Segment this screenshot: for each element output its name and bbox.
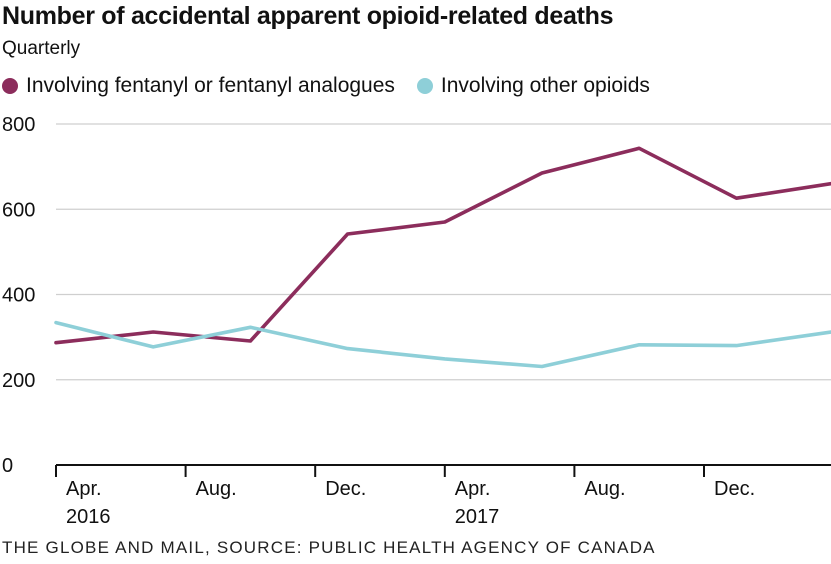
legend-label-fentanyl: Involving fentanyl or fentanyl analogues	[26, 74, 395, 97]
legend-item-fentanyl: Involving fentanyl or fentanyl analogues	[2, 74, 395, 98]
series-line-other-opioids	[54, 320, 831, 369]
x-tick-label-5: Dec.	[714, 478, 755, 500]
source-credit: THE GLOBE AND MAIL, SOURCE: PUBLIC HEALT…	[2, 538, 656, 557]
chart-title: Number of accidental apparent opioid-rel…	[2, 2, 614, 30]
y-tick-label-400: 400	[2, 285, 35, 307]
legend-label-other-opioids: Involving other opioids	[440, 74, 650, 97]
legend-item-other-opioids: Involving other opioids	[416, 74, 650, 98]
x-tick-year-3: 2017	[455, 506, 500, 528]
legend-swatch-fentanyl	[2, 78, 18, 94]
legend: Involving fentanyl or fentanyl analogues…	[2, 74, 672, 98]
chart-subtitle: Quarterly	[2, 38, 81, 59]
y-tick-label-200: 200	[2, 370, 35, 392]
y-tick-label-800: 800	[2, 114, 35, 136]
x-tick-label-0: Apr.	[66, 478, 102, 500]
x-tick-label-1: Aug.	[196, 478, 237, 500]
x-tick-label-3: Apr.	[455, 478, 491, 500]
x-tick-year-0: 2016	[66, 506, 111, 528]
y-tick-label-0: 0	[2, 455, 13, 477]
y-tick-label-600: 600	[2, 199, 35, 221]
x-tick-label-2: Dec.	[325, 478, 366, 500]
x-tick-label-4: Aug.	[584, 478, 625, 500]
series-line-fentanyl	[54, 146, 831, 345]
legend-swatch-other-opioids	[416, 78, 433, 94]
